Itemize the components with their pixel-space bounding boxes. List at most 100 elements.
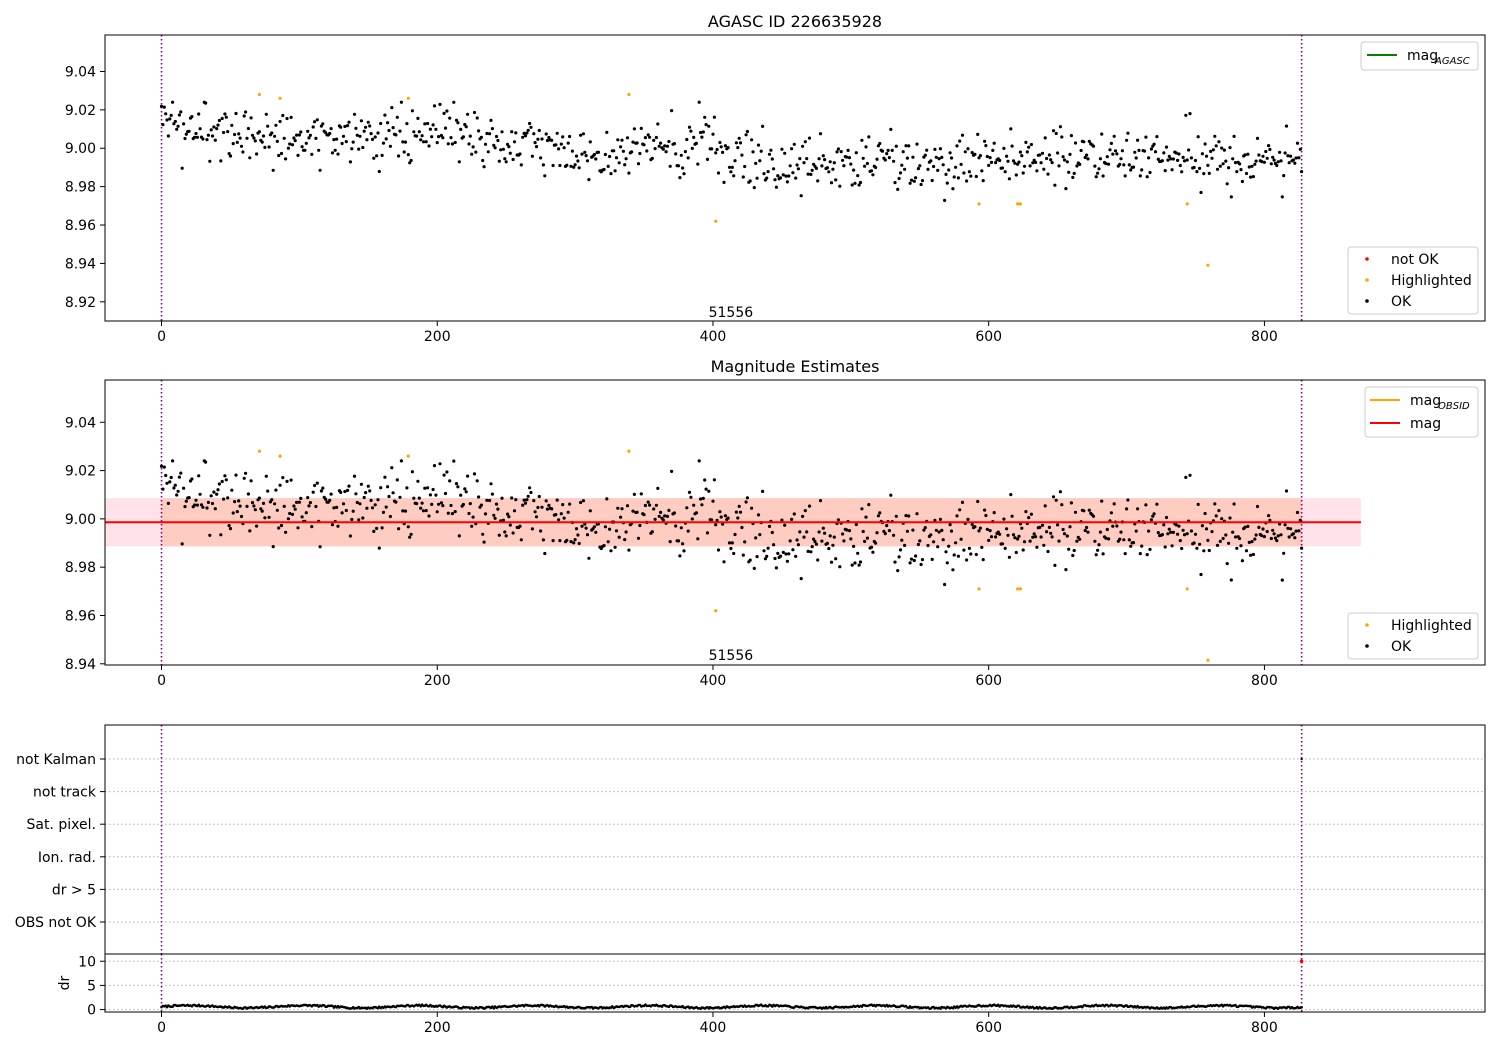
ok-point bbox=[1162, 523, 1166, 527]
ok-point bbox=[876, 144, 881, 148]
ok-point bbox=[856, 551, 860, 555]
ok-point bbox=[767, 524, 772, 529]
highlighted-point bbox=[278, 454, 282, 458]
ok-point bbox=[443, 126, 448, 130]
ok-point bbox=[507, 145, 511, 149]
ok-point bbox=[909, 557, 914, 561]
ok-point bbox=[176, 124, 180, 128]
highlighted-point bbox=[977, 587, 981, 591]
ok-point bbox=[453, 140, 457, 145]
ok-point bbox=[1257, 153, 1261, 157]
ok-point bbox=[547, 135, 551, 140]
ok-point bbox=[907, 514, 911, 518]
ok-point bbox=[1164, 145, 1169, 149]
ok-point bbox=[1028, 539, 1032, 543]
highlighted-point bbox=[406, 96, 410, 100]
ok-point bbox=[812, 537, 816, 541]
ok-point bbox=[1058, 125, 1062, 129]
ok-point bbox=[625, 136, 630, 140]
ok-point bbox=[661, 147, 665, 151]
ok-point bbox=[310, 525, 314, 529]
ok-point bbox=[1184, 475, 1188, 479]
ok-point bbox=[386, 485, 390, 489]
ok-point bbox=[219, 159, 223, 163]
ok-point bbox=[1204, 154, 1209, 158]
ok-point bbox=[1073, 141, 1078, 145]
ok-point bbox=[457, 534, 461, 538]
ok-point bbox=[1125, 138, 1129, 142]
ok-point bbox=[636, 536, 641, 540]
ok-point bbox=[482, 165, 486, 169]
ok-point bbox=[1091, 514, 1096, 518]
ok-point bbox=[1244, 549, 1249, 553]
ok-point bbox=[719, 515, 723, 519]
ok-point bbox=[1056, 151, 1060, 155]
ok-point bbox=[570, 149, 575, 153]
ok-point bbox=[861, 156, 865, 160]
ok-point bbox=[846, 148, 850, 152]
ok-point bbox=[242, 476, 246, 480]
ok-point bbox=[481, 158, 485, 163]
ok-point bbox=[1107, 537, 1111, 541]
ok-point bbox=[566, 141, 570, 145]
ok-point bbox=[503, 530, 507, 534]
ok-point bbox=[380, 526, 384, 530]
ok-point bbox=[1166, 532, 1170, 536]
ok-point bbox=[770, 157, 774, 161]
ok-point bbox=[719, 145, 723, 149]
ok-point bbox=[890, 148, 894, 152]
ok-point bbox=[863, 164, 867, 168]
ok-point bbox=[665, 514, 670, 519]
ok-point bbox=[694, 511, 699, 515]
agasc-ytick-label: 8.98 bbox=[65, 180, 96, 196]
ok-point bbox=[271, 168, 275, 172]
ok-point bbox=[1213, 502, 1217, 506]
ok-point bbox=[492, 513, 496, 517]
ok-point bbox=[756, 143, 761, 147]
highlighted-point bbox=[257, 92, 261, 97]
ok-point bbox=[1061, 527, 1065, 532]
ok-point bbox=[496, 138, 500, 143]
ok-point bbox=[419, 138, 423, 142]
ok-point bbox=[1184, 113, 1188, 117]
ok-point bbox=[351, 140, 355, 144]
ok-point bbox=[823, 531, 827, 535]
ok-point bbox=[1293, 536, 1297, 540]
ok-point bbox=[428, 127, 432, 131]
mag-top-legend-sub: OBSID bbox=[1438, 401, 1470, 412]
ok-point bbox=[1198, 166, 1202, 170]
ok-point bbox=[759, 149, 763, 153]
ok-point bbox=[1138, 174, 1142, 178]
ok-point bbox=[1214, 514, 1218, 518]
ok-point bbox=[1147, 156, 1151, 160]
ok-point bbox=[976, 132, 980, 136]
ok-point bbox=[1034, 535, 1038, 539]
ok-point bbox=[732, 174, 736, 178]
ok-point bbox=[1192, 541, 1196, 545]
mag-xtick-label: 400 bbox=[700, 673, 727, 689]
ok-point bbox=[241, 150, 245, 154]
ok-point bbox=[1280, 578, 1284, 582]
ok-point bbox=[525, 498, 529, 502]
ok-point bbox=[584, 526, 588, 530]
ok-point bbox=[1002, 146, 1006, 150]
ok-point bbox=[817, 157, 821, 161]
ok-point bbox=[1203, 142, 1207, 146]
ok-point bbox=[697, 100, 701, 104]
ok-point bbox=[512, 140, 517, 144]
ok-point bbox=[1131, 165, 1136, 169]
ok-point bbox=[842, 539, 846, 543]
ok-point bbox=[813, 540, 817, 544]
ok-point bbox=[955, 514, 959, 518]
ok-point bbox=[1231, 530, 1235, 534]
ok-point bbox=[187, 129, 191, 133]
ok-point bbox=[162, 465, 166, 469]
ok-point bbox=[898, 171, 903, 175]
highlighted-point bbox=[714, 219, 718, 223]
ok-point bbox=[350, 147, 354, 151]
ok-point bbox=[1300, 170, 1304, 174]
ok-point bbox=[1136, 138, 1140, 142]
ok-point bbox=[222, 130, 226, 135]
ok-point bbox=[321, 122, 325, 126]
ok-point bbox=[235, 140, 239, 144]
